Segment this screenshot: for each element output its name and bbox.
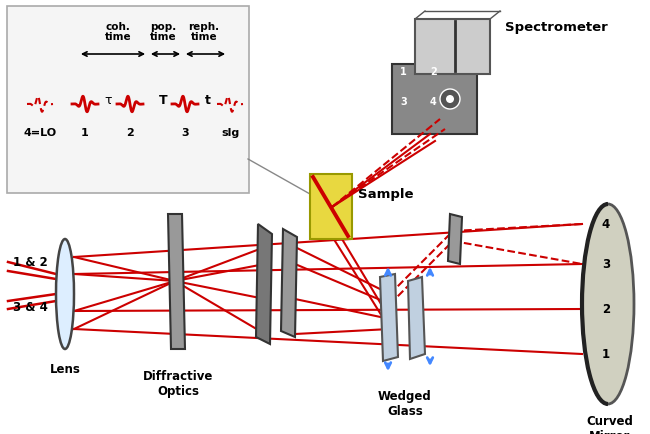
Text: coh.: coh. — [105, 22, 131, 32]
Polygon shape — [168, 214, 185, 349]
Text: 3: 3 — [400, 97, 407, 107]
Ellipse shape — [582, 204, 634, 404]
Circle shape — [440, 90, 460, 110]
Text: Diffractive
Optics: Diffractive Optics — [143, 369, 213, 397]
Text: Lens: Lens — [49, 362, 81, 375]
Text: time: time — [105, 32, 131, 42]
Text: 3: 3 — [181, 128, 188, 138]
Text: Spectrometer: Spectrometer — [505, 21, 608, 34]
Text: 4: 4 — [430, 97, 437, 107]
Text: 1: 1 — [602, 348, 610, 361]
Text: 1: 1 — [400, 67, 407, 77]
Text: reph.: reph. — [188, 22, 220, 32]
Text: t: t — [205, 93, 211, 106]
Text: 2: 2 — [430, 67, 437, 77]
Text: time: time — [150, 32, 176, 42]
Text: 4: 4 — [602, 218, 610, 231]
Circle shape — [446, 96, 454, 104]
Text: 1: 1 — [81, 128, 89, 138]
Ellipse shape — [56, 240, 74, 349]
Text: 3: 3 — [602, 258, 610, 271]
Text: T: T — [159, 93, 167, 106]
FancyBboxPatch shape — [7, 7, 249, 194]
FancyBboxPatch shape — [392, 65, 477, 135]
Text: Sample: Sample — [358, 188, 413, 201]
Polygon shape — [380, 274, 398, 361]
Text: 3 & 4: 3 & 4 — [12, 301, 47, 314]
Text: 2: 2 — [602, 303, 610, 316]
Text: Curved
Mirror: Curved Mirror — [586, 414, 634, 434]
Text: 1 & 2: 1 & 2 — [12, 256, 47, 269]
Text: 2: 2 — [126, 128, 134, 138]
Text: time: time — [190, 32, 217, 42]
Polygon shape — [448, 214, 462, 264]
Text: pop.: pop. — [150, 22, 176, 32]
Text: 4=LO: 4=LO — [23, 128, 57, 138]
Text: Wedged
Glass: Wedged Glass — [378, 389, 432, 417]
Polygon shape — [281, 230, 297, 337]
Text: τ: τ — [104, 93, 112, 106]
Polygon shape — [256, 224, 272, 344]
FancyBboxPatch shape — [415, 20, 490, 75]
Text: slg: slg — [221, 128, 239, 138]
Bar — [310, 174, 352, 240]
Polygon shape — [408, 277, 425, 359]
